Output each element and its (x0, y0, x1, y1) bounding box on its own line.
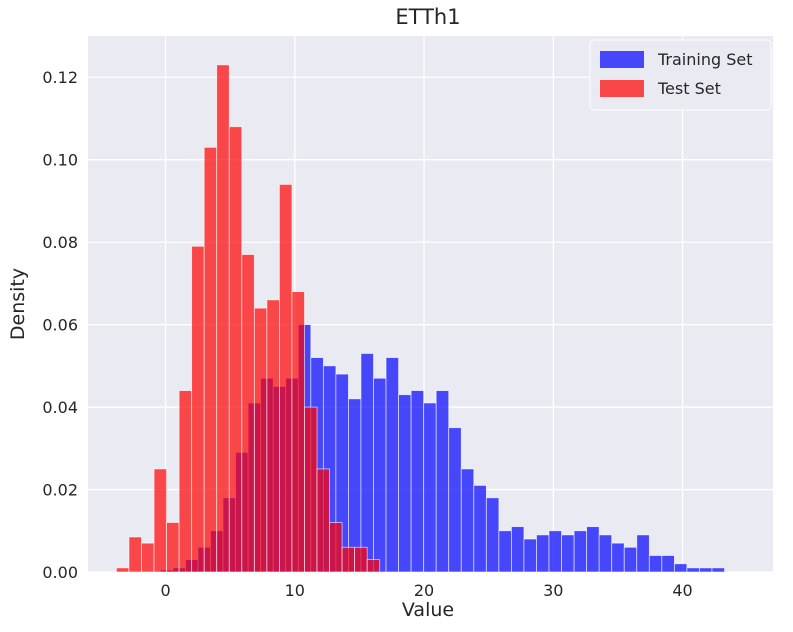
test-set-bar (316, 468, 330, 573)
training-set-bar (423, 402, 437, 573)
training-set-bar (661, 555, 675, 573)
x-tick-label: 10 (285, 581, 305, 600)
legend-label-test-set: Test Set (657, 79, 721, 98)
training-set-bar (398, 394, 412, 573)
test-set-bar (116, 567, 130, 573)
legend-swatch-test-set (600, 80, 644, 97)
training-set-bar (548, 530, 562, 573)
training-set-bar (373, 377, 387, 573)
training-set-bar (473, 485, 487, 573)
y-tick-label: 0.04 (42, 398, 78, 417)
chart-title: ETTh1 (395, 5, 460, 29)
test-set-bar (366, 559, 381, 573)
test-set-bar (216, 64, 230, 573)
test-set-bar (241, 254, 255, 573)
x-tick-labels: 0 10 20 30 40 (160, 581, 692, 600)
training-set-bar (385, 357, 399, 573)
test-set-bar (178, 390, 193, 573)
test-set-bar (279, 184, 293, 573)
training-set-bar (498, 530, 512, 573)
training-set-bar (611, 542, 625, 573)
training-set-bar (523, 538, 537, 573)
training-set-bar (485, 497, 500, 573)
training-set-bar (536, 534, 550, 573)
y-tick-label: 0.02 (42, 481, 78, 500)
test-set-bar (266, 299, 280, 573)
x-tick-label: 30 (543, 581, 563, 600)
training-set-bar (648, 555, 663, 573)
test-set-bar (191, 245, 205, 573)
test-set-bar (304, 406, 318, 573)
test-set-bar (354, 546, 368, 573)
training-set-bar (448, 427, 462, 573)
training-set-bar (673, 563, 688, 573)
x-tick-label: 20 (414, 581, 434, 600)
y-tick-label: 0.12 (42, 68, 78, 87)
legend-swatch-training-set (600, 51, 644, 68)
training-set-bar (699, 567, 713, 573)
y-tick-label: 0.00 (42, 563, 78, 582)
test-set-bar (128, 536, 142, 573)
training-set-bar (573, 530, 588, 573)
test-set-bar (141, 542, 155, 573)
y-tick-label: 0.10 (42, 151, 78, 170)
test-set-bar (253, 307, 268, 573)
training-set-bar (360, 353, 374, 573)
legend-label-training-set: Training Set (657, 50, 753, 69)
training-set-bar (561, 534, 575, 573)
training-set-bar (686, 567, 700, 573)
test-set-bar (203, 146, 218, 573)
y-tick-label: 0.06 (42, 316, 78, 335)
training-set-bar (711, 567, 725, 573)
y-tick-label: 0.08 (42, 233, 78, 252)
test-set-bars (116, 64, 381, 573)
test-set-bar (228, 126, 243, 573)
training-set-bar (636, 534, 650, 573)
legend: Training Set Test Set (589, 39, 772, 111)
training-set-bar (598, 534, 613, 573)
training-set-bar (586, 526, 600, 573)
y-axis-label: Density (7, 268, 29, 340)
x-axis-label: Value (402, 599, 454, 621)
x-tick-label: 0 (160, 581, 170, 600)
test-set-bar (166, 522, 180, 573)
training-set-bar (460, 468, 475, 573)
test-set-bar (341, 546, 356, 573)
x-tick-label: 40 (672, 581, 692, 600)
training-set-bar (511, 526, 525, 573)
training-set-bar (435, 390, 450, 573)
training-set-bar (410, 390, 425, 573)
test-set-bar (329, 522, 343, 573)
y-tick-labels: 0.00 0.02 0.04 0.06 0.08 0.10 0.12 (42, 68, 78, 582)
training-set-bar (348, 398, 362, 573)
test-set-bar (153, 468, 167, 573)
test-set-bar (291, 291, 305, 573)
training-set-bar (623, 546, 638, 573)
